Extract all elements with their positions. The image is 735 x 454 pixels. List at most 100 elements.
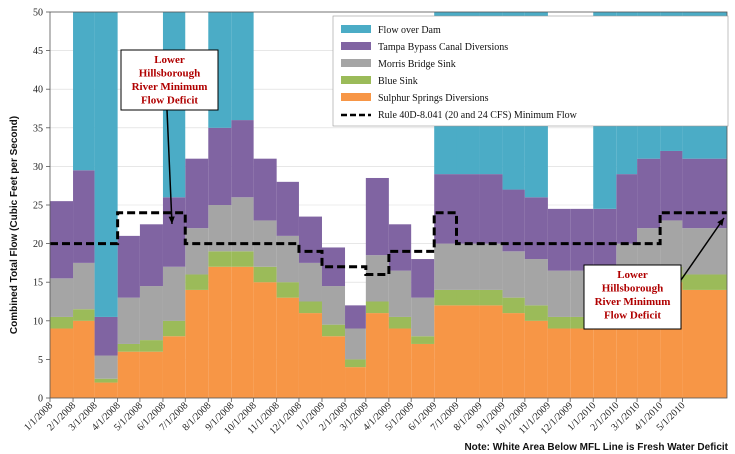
- area-tampa-bypass-canal-diversions: [139, 224, 163, 287]
- area-sulphur-springs-diversions: [502, 313, 525, 398]
- area-blue-sink: [682, 274, 727, 290]
- area-tampa-bypass-canal-diversions: [479, 174, 503, 244]
- legend-label: Tampa Bypass Canal Diversions: [378, 42, 508, 53]
- area-flow-over-dam: [231, 12, 254, 121]
- area-tampa-bypass-canal-diversions: [73, 170, 95, 263]
- legend-box: [332, 15, 729, 127]
- legend-swatch: [341, 25, 371, 33]
- area-tampa-bypass-canal-diversions: [345, 305, 366, 329]
- legend-label: Flow over Dam: [378, 25, 441, 36]
- area-morris-bridge-sink: [456, 243, 480, 290]
- area-morris-bridge-sink: [73, 262, 95, 310]
- area-flow-over-dam: [94, 12, 118, 317]
- area-morris-bridge-sink: [345, 328, 366, 360]
- annotation-text: River Minimum: [595, 296, 671, 308]
- legend-label: Morris Bridge Sink: [378, 59, 456, 70]
- y-tick-label: 40: [33, 85, 43, 96]
- annotation-arrowhead: [717, 218, 724, 226]
- area-sulphur-springs-diversions: [208, 266, 232, 398]
- area-blue-sink: [162, 320, 186, 337]
- area-sulphur-springs-diversions: [365, 313, 389, 398]
- area-tampa-bypass-canal-diversions: [616, 174, 638, 244]
- area-sulphur-springs-diversions: [94, 382, 118, 398]
- area-sulphur-springs-diversions: [139, 351, 163, 398]
- annotation-text: Hillsborough: [139, 68, 201, 80]
- area-blue-sink: [117, 343, 140, 352]
- legend-label-mfl: Rule 40D-8.041 (20 and 24 CFS) Minimum F…: [378, 110, 578, 121]
- area-tampa-bypass-canal-diversions: [253, 158, 277, 221]
- area-blue-sink: [298, 301, 322, 314]
- area-blue-sink: [502, 297, 525, 314]
- area-sulphur-springs-diversions: [276, 297, 299, 398]
- legend-swatch: [341, 42, 371, 50]
- area-tampa-bypass-canal-diversions: [524, 197, 548, 260]
- area-morris-bridge-sink: [388, 270, 412, 317]
- annotation-text: Flow Deficit: [141, 95, 198, 107]
- area-morris-bridge-sink: [524, 259, 548, 306]
- area-sulphur-springs-diversions: [162, 336, 186, 398]
- area-sulphur-springs-diversions: [185, 289, 209, 398]
- area-tampa-bypass-canal-diversions: [231, 120, 254, 198]
- area-blue-sink: [524, 305, 548, 321]
- area-tampa-bypass-canal-diversions: [365, 177, 389, 256]
- y-tick-label: 0: [38, 394, 43, 405]
- legend: Flow over Dam Tampa Bypass Canal Diversio…: [332, 15, 729, 127]
- y-tick-label: 30: [33, 162, 43, 173]
- area-blue-sink: [73, 309, 95, 321]
- area-sulphur-springs-diversions: [321, 336, 346, 398]
- area-morris-bridge-sink: [50, 278, 74, 317]
- area-tampa-bypass-canal-diversions: [411, 259, 435, 298]
- area-blue-sink: [547, 316, 571, 329]
- legend-swatch: [341, 76, 371, 84]
- area-tampa-bypass-canal-diversions: [388, 224, 412, 271]
- annotation-text: Lower: [154, 54, 185, 66]
- area-sulphur-springs-diversions: [73, 320, 95, 398]
- y-tick-label: 15: [33, 278, 43, 289]
- y-tick-label: 45: [33, 46, 43, 57]
- legend-label: Blue Sink: [378, 76, 418, 87]
- annotation-arrow: [680, 217, 725, 281]
- area-sulphur-springs-diversions: [479, 305, 503, 398]
- area-morris-bridge-sink: [298, 262, 322, 302]
- area-morris-bridge-sink: [479, 243, 503, 290]
- legend-label: Sulphur Springs Diversions: [378, 93, 489, 104]
- area-morris-bridge-sink: [365, 255, 389, 302]
- y-tick-label: 5: [38, 355, 43, 366]
- area-tampa-bypass-canal-diversions: [321, 247, 346, 287]
- area-tampa-bypass-canal-diversions: [276, 181, 299, 236]
- area-blue-sink: [345, 359, 366, 368]
- area-sulphur-springs-diversions: [434, 305, 457, 398]
- area-morris-bridge-sink: [185, 228, 209, 275]
- annotation-arrowhead: [168, 216, 175, 224]
- area-blue-sink: [94, 378, 118, 383]
- area-blue-sink: [388, 316, 412, 329]
- area-blue-sink: [253, 266, 277, 283]
- legend-swatch: [341, 93, 371, 101]
- area-blue-sink: [456, 289, 480, 306]
- area-blue-sink: [570, 316, 594, 329]
- area-sulphur-springs-diversions: [593, 328, 617, 398]
- annotation-text: River Minimum: [132, 81, 208, 93]
- area-tampa-bypass-canal-diversions: [208, 127, 232, 205]
- annotation-text: Lower: [617, 269, 648, 281]
- y-tick-label: 10: [33, 316, 43, 327]
- area-tampa-bypass-canal-diversions: [547, 208, 571, 271]
- y-axis-label: Combined Total Flow (Cubic Feet per Seco…: [9, 116, 20, 334]
- area-blue-sink: [434, 289, 457, 306]
- area-sulphur-springs-diversions: [547, 328, 571, 398]
- area-blue-sink: [231, 251, 254, 267]
- area-flow-over-dam: [73, 12, 95, 171]
- area-morris-bridge-sink: [117, 297, 140, 344]
- area-morris-bridge-sink: [208, 205, 232, 252]
- annotation-text: Flow Deficit: [604, 310, 661, 322]
- legend-swatch: [341, 59, 371, 67]
- area-morris-bridge-sink: [411, 297, 435, 337]
- area-blue-sink: [479, 289, 503, 306]
- area-morris-bridge-sink: [547, 270, 571, 317]
- area-morris-bridge-sink: [434, 243, 457, 290]
- area-tampa-bypass-canal-diversions: [50, 201, 74, 279]
- area-tampa-bypass-canal-diversions: [94, 316, 118, 356]
